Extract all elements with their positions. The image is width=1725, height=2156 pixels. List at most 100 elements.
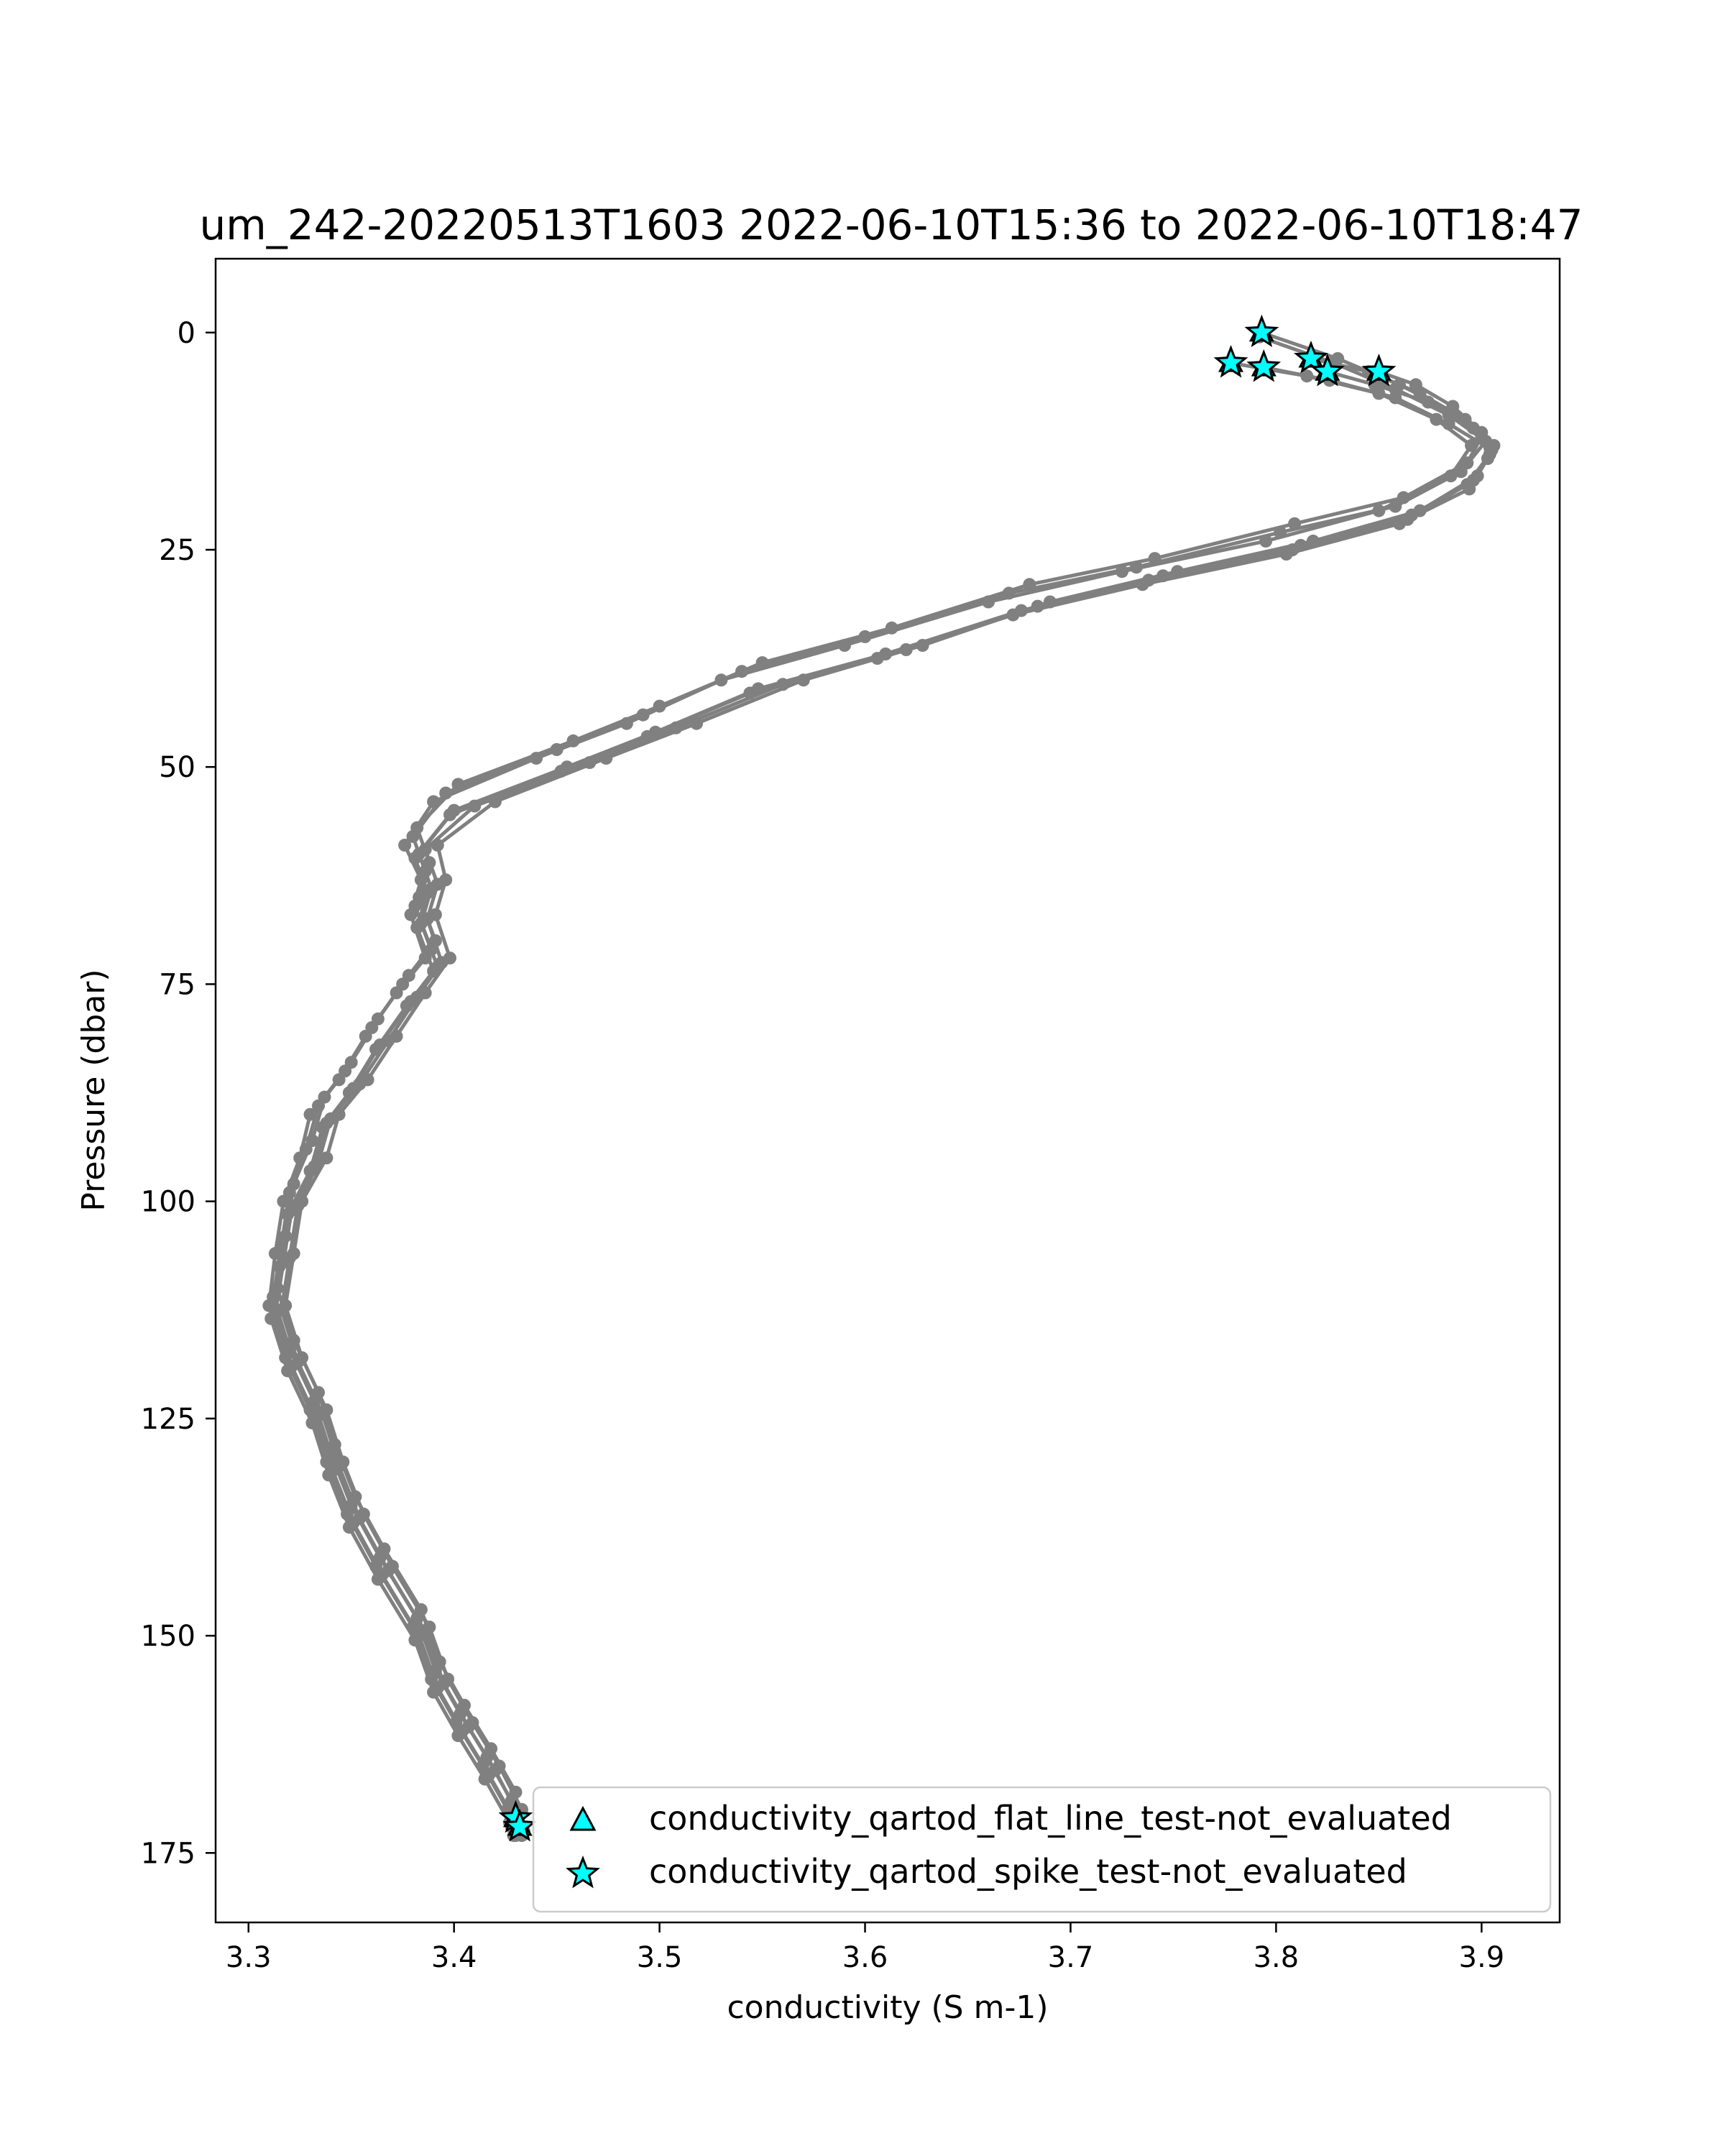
data-point (305, 1416, 319, 1429)
data-point (743, 686, 757, 700)
data-point (1389, 391, 1402, 405)
data-point (554, 765, 568, 778)
data-point (431, 839, 444, 852)
spike-test-marker (1310, 354, 1345, 387)
data-point (982, 595, 995, 609)
data-point (264, 1312, 278, 1325)
x-tick-label: 3.5 (637, 1941, 683, 1974)
data-point (369, 1043, 382, 1056)
data-point (303, 1107, 317, 1121)
y-tick-label: 0 (178, 317, 196, 350)
data-point (1116, 565, 1128, 579)
data-point (838, 639, 851, 652)
data-point (385, 1560, 399, 1573)
x-axis-label: conductivity (S m-1) (727, 1989, 1048, 2026)
spike-test-marker (1294, 340, 1328, 374)
data-point (359, 1029, 372, 1043)
data-point (320, 1403, 334, 1416)
chart-title: um_242-20220513T1603 2022-06-10T15:36 to… (200, 201, 1583, 249)
data-point (390, 986, 403, 1000)
qartod-flag-markers (498, 314, 1397, 1842)
legend-star-shape (566, 1855, 600, 1889)
data-point (390, 1029, 403, 1043)
data-point (870, 652, 884, 665)
data-point (293, 1151, 307, 1165)
data-point (443, 952, 456, 965)
data-point (1409, 378, 1422, 392)
x-axis-ticks: 3.3 3.4 3.5 3.6 3.7 3.8 3.9 (226, 1922, 1504, 1974)
data-point (492, 1759, 506, 1773)
data-point (427, 1685, 441, 1699)
data-point (279, 1299, 293, 1312)
x-tick-label: 3.4 (431, 1941, 477, 1974)
legend-entry-flat-line: conductivity_qartod_flat_line_test-not_e… (649, 1799, 1452, 1838)
data-point (1463, 482, 1476, 496)
data-point (443, 808, 456, 821)
spike-test-marker (1213, 344, 1248, 378)
data-point (439, 873, 453, 887)
data-point (281, 1207, 295, 1221)
data-point (410, 921, 424, 934)
x-tick-label: 3.8 (1254, 1941, 1300, 1974)
data-point (371, 1572, 385, 1586)
data-point (441, 1672, 455, 1686)
data-point (1444, 469, 1458, 483)
data-point (336, 1455, 350, 1469)
data-point (404, 908, 418, 921)
data-point (427, 964, 441, 978)
spike-test-marker (1244, 314, 1279, 348)
data-point (1136, 578, 1149, 591)
y-tick-label: 50 (159, 751, 196, 784)
data-point (420, 886, 434, 900)
spike-test-marker (502, 1808, 538, 1842)
data-point (332, 1073, 346, 1087)
data-point (1006, 608, 1020, 622)
spike-test-marker (1361, 354, 1397, 387)
y-axis-ticks: 0 25 50 75 100 125 150 175 (141, 317, 216, 1870)
data-point (322, 1468, 336, 1482)
data-point (316, 1120, 329, 1134)
data-point (1422, 395, 1435, 409)
data-point (427, 795, 441, 808)
data-point (690, 717, 704, 730)
data-point (530, 752, 543, 765)
data-point (408, 852, 422, 865)
data-point (287, 1247, 300, 1261)
data-point (1372, 504, 1386, 517)
data-point (1279, 548, 1293, 561)
data-point (1393, 517, 1406, 530)
legend-entry-spike: conductivity_qartod_spike_test-not_evalu… (649, 1852, 1407, 1891)
legend-box (532, 1786, 1552, 1913)
x-tick-label: 3.9 (1459, 1941, 1505, 1974)
data-point (277, 1194, 290, 1208)
y-tick-label: 125 (141, 1403, 196, 1436)
data-point (320, 1151, 334, 1165)
data-point (1442, 417, 1455, 430)
data-point (303, 1164, 317, 1178)
data-point (1259, 534, 1273, 548)
legend-star-icon (566, 1855, 600, 1889)
data-point (361, 1073, 374, 1087)
x-tick-label: 3.3 (226, 1941, 272, 1974)
y-tick-label: 175 (141, 1837, 196, 1870)
spike-test-marker (1246, 349, 1282, 382)
data-point (1465, 438, 1478, 452)
data-point (1481, 452, 1494, 465)
data-point (272, 1260, 286, 1273)
plot-area (262, 314, 1501, 1843)
data-point (640, 729, 654, 743)
data-point (342, 1086, 356, 1100)
data-point (408, 1634, 422, 1647)
profile-line (269, 369, 1490, 1836)
y-tick-label: 25 (159, 534, 196, 567)
data-point (356, 1507, 370, 1521)
x-tick-label: 3.6 (842, 1941, 888, 1974)
data-point (268, 1247, 282, 1261)
x-tick-label: 3.7 (1048, 1941, 1094, 1974)
y-tick-label: 75 (159, 968, 196, 1001)
data-point (398, 839, 412, 852)
legend: conductivity_qartod_flat_line_test-not_e… (532, 1786, 1552, 1913)
data-point (400, 999, 413, 1013)
y-tick-label: 150 (141, 1620, 196, 1653)
